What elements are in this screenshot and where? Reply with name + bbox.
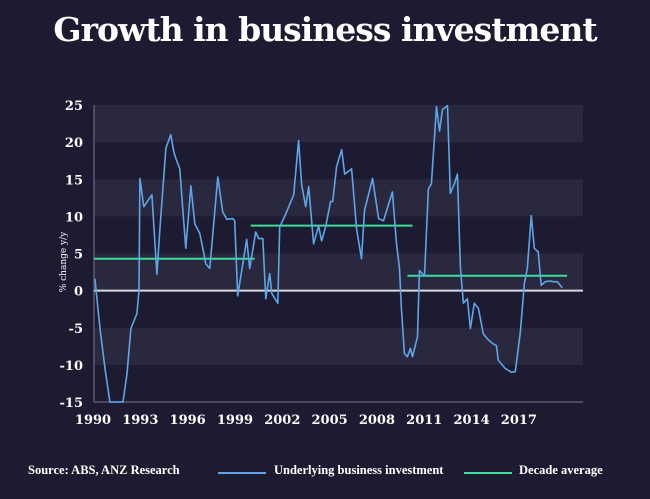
legend-label-decade-average: Decade average	[519, 463, 603, 477]
x-tick-label: 1996	[170, 413, 206, 428]
chart-title: Growth in business investment	[53, 10, 597, 49]
y-tick-label: 0	[74, 285, 83, 300]
x-tick-label: 1990	[75, 413, 111, 428]
y-tick-label: 20	[65, 136, 83, 151]
y-tick-label: 10	[65, 210, 83, 225]
x-tick-label: 2011	[406, 413, 442, 428]
y-tick-label: -10	[60, 359, 84, 374]
series-points	[94, 105, 563, 403]
y-tick-label: 5	[74, 248, 83, 263]
x-tick-label: 2005	[312, 413, 348, 428]
x-tick-label: 2008	[359, 413, 395, 428]
y-axis-label: % change y/y	[59, 231, 69, 292]
y-tick-label: 25	[65, 99, 83, 114]
y-tick-label: -15	[60, 396, 84, 411]
band	[94, 105, 583, 143]
background-bands	[94, 105, 583, 365]
x-tick-label: 1999	[217, 413, 253, 428]
legend-swatch-decade-average	[464, 472, 512, 474]
y-tick-label: 15	[65, 173, 83, 188]
footer: Source: ABS, ANZ Research Underlying bus…	[0, 463, 650, 483]
y-tick-label: -5	[69, 322, 83, 337]
legend-label-underlying-business-investment: Underlying business investment	[274, 463, 444, 477]
series-line-underlying-business-investment	[94, 104, 563, 403]
band	[94, 179, 583, 217]
x-tick-labels: 1990 1993 1996 1999 2002 2005 2008 2011 2014 2017	[75, 413, 537, 428]
x-tick-label: 2002	[264, 413, 300, 428]
band	[94, 327, 583, 365]
y-tick-labels: 25 20 15 10 5 0 -5 -10 -15	[60, 99, 84, 411]
source-note: Source: ABS, ANZ Research	[28, 463, 180, 477]
x-tick-label: 1993	[122, 413, 158, 428]
x-tick-label: 2014	[453, 413, 489, 428]
x-tick-label: 2017	[501, 413, 537, 428]
legend-swatch-underlying-business-investment	[218, 472, 266, 474]
